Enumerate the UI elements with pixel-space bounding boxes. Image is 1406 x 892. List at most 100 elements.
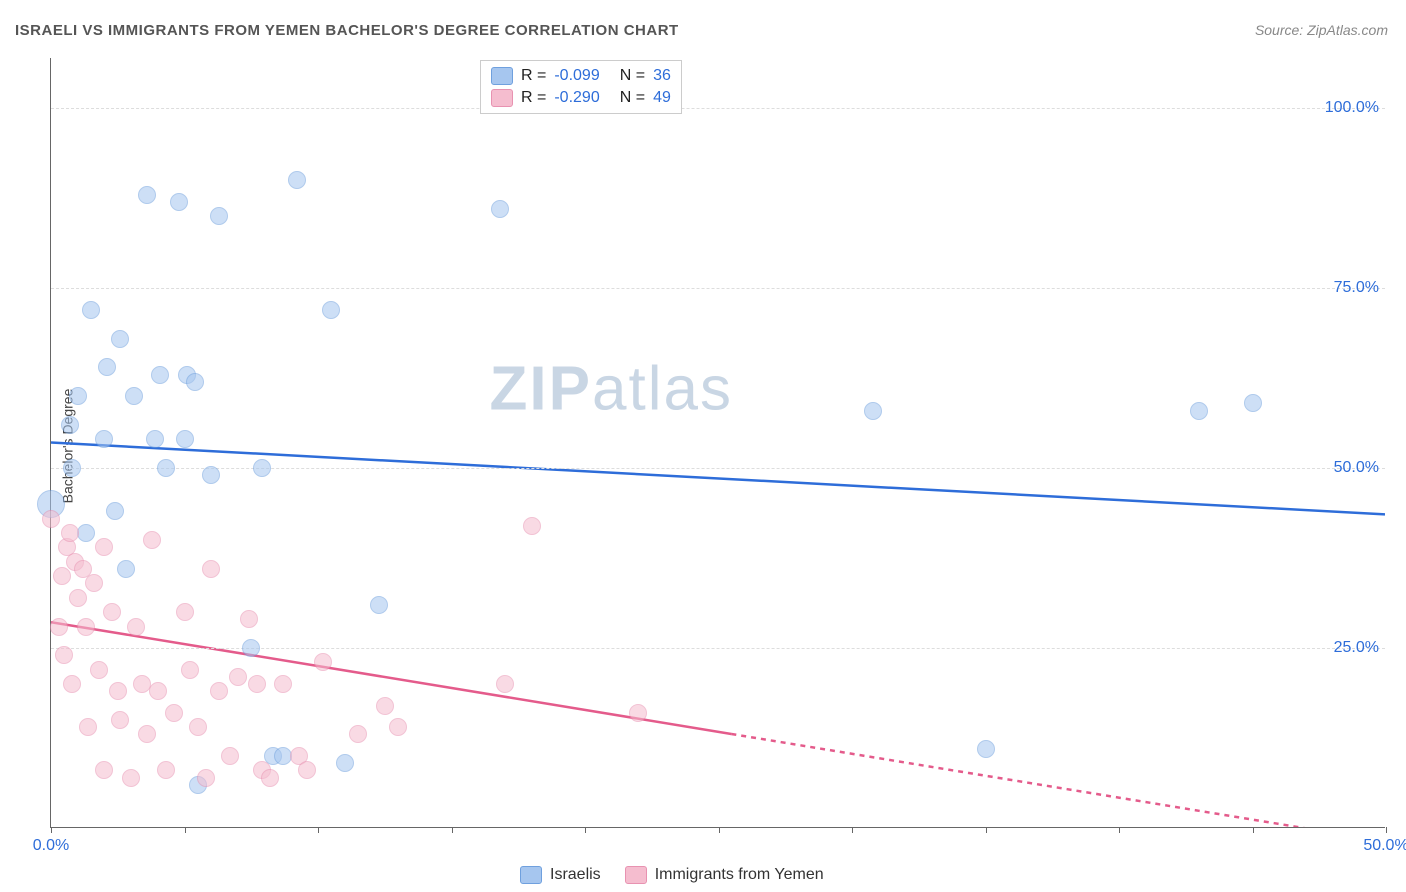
data-point <box>103 603 121 621</box>
data-point <box>53 567 71 585</box>
data-point <box>248 675 266 693</box>
data-point <box>157 761 175 779</box>
data-point <box>322 301 340 319</box>
data-point <box>69 589 87 607</box>
data-point <box>117 560 135 578</box>
watermark: ZIPatlas <box>490 353 733 424</box>
data-point <box>197 769 215 787</box>
data-point <box>496 675 514 693</box>
plot-area: ZIPatlas 25.0%50.0%75.0%100.0%0.0%50.0% <box>50 58 1385 828</box>
data-point <box>242 639 260 657</box>
trend-line <box>51 622 731 734</box>
legend-swatch <box>625 866 647 884</box>
source-attribution: Source: ZipAtlas.com <box>1255 22 1388 38</box>
data-point <box>95 761 113 779</box>
data-point <box>202 560 220 578</box>
y-tick-label: 25.0% <box>1334 639 1379 657</box>
x-tick <box>318 827 319 833</box>
watermark-light: atlas <box>592 354 733 423</box>
legend-series-label: Immigrants from Yemen <box>655 866 824 884</box>
data-point <box>336 754 354 772</box>
data-point <box>1190 402 1208 420</box>
y-tick-label: 50.0% <box>1334 459 1379 477</box>
data-point <box>629 704 647 722</box>
data-point <box>288 171 306 189</box>
x-tick <box>1253 827 1254 833</box>
source-name: ZipAtlas.com <box>1307 22 1388 38</box>
x-tick <box>1119 827 1120 833</box>
data-point <box>181 661 199 679</box>
x-tick <box>585 827 586 833</box>
data-point <box>138 186 156 204</box>
data-point <box>202 466 220 484</box>
data-point <box>376 697 394 715</box>
data-point <box>240 610 258 628</box>
x-tick <box>1386 827 1387 833</box>
trend-lines-svg <box>51 58 1385 827</box>
x-tick <box>185 827 186 833</box>
data-point <box>69 387 87 405</box>
gridline-horizontal <box>51 288 1385 289</box>
data-point <box>165 704 183 722</box>
y-tick-label: 75.0% <box>1334 279 1379 297</box>
data-point <box>106 502 124 520</box>
data-point <box>977 740 995 758</box>
data-point <box>221 747 239 765</box>
data-point <box>50 618 68 636</box>
x-tick <box>852 827 853 833</box>
data-point <box>63 459 81 477</box>
legend-correlation-box: R =-0.099N =36R =-0.290N =49 <box>480 60 682 114</box>
data-point <box>111 711 129 729</box>
data-point <box>109 682 127 700</box>
data-point <box>210 207 228 225</box>
data-point <box>261 769 279 787</box>
data-point <box>63 675 81 693</box>
data-point <box>55 646 73 664</box>
legend-swatch <box>491 67 513 85</box>
data-point <box>370 596 388 614</box>
data-point <box>176 603 194 621</box>
data-point <box>349 725 367 743</box>
legend-r-value: -0.290 <box>554 89 599 107</box>
data-point <box>274 675 292 693</box>
data-point <box>61 524 79 542</box>
legend-series-item: Immigrants from Yemen <box>625 866 824 884</box>
data-point <box>77 524 95 542</box>
data-point <box>125 387 143 405</box>
x-tick-label: 0.0% <box>33 837 69 855</box>
data-point <box>229 668 247 686</box>
data-point <box>90 661 108 679</box>
data-point <box>82 301 100 319</box>
data-point <box>523 517 541 535</box>
data-point <box>253 459 271 477</box>
legend-n-label: N = <box>620 89 645 107</box>
data-point <box>389 718 407 736</box>
gridline-horizontal <box>51 468 1385 469</box>
data-point <box>77 618 95 636</box>
x-tick <box>719 827 720 833</box>
x-tick <box>452 827 453 833</box>
data-point <box>151 366 169 384</box>
data-point <box>85 574 103 592</box>
data-point <box>149 682 167 700</box>
data-point <box>157 459 175 477</box>
legend-n-label: N = <box>620 67 645 85</box>
data-point <box>1244 394 1262 412</box>
chart-title: ISRAELI VS IMMIGRANTS FROM YEMEN BACHELO… <box>15 22 679 39</box>
data-point <box>138 725 156 743</box>
data-point <box>111 330 129 348</box>
legend-swatch <box>520 866 542 884</box>
legend-n-value: 49 <box>653 89 671 107</box>
source-prefix: Source: <box>1255 22 1307 38</box>
y-tick-label: 100.0% <box>1325 99 1379 117</box>
legend-series-label: Israelis <box>550 866 601 884</box>
data-point <box>186 373 204 391</box>
trend-line <box>51 443 1385 515</box>
data-point <box>298 761 316 779</box>
x-tick <box>986 827 987 833</box>
data-point <box>189 718 207 736</box>
data-point <box>176 430 194 448</box>
legend-swatch <box>491 89 513 107</box>
data-point <box>127 618 145 636</box>
legend-series: Israelis Immigrants from Yemen <box>520 866 824 884</box>
